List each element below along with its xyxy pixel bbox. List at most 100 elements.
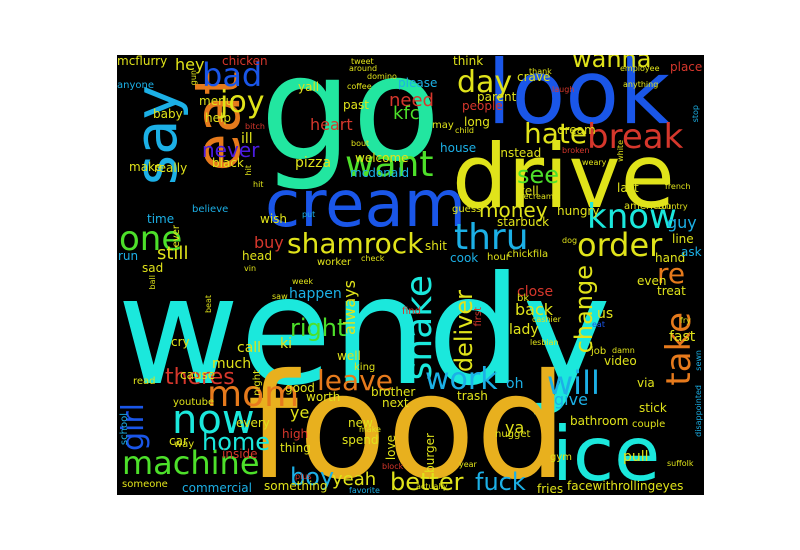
word-oh: oh bbox=[506, 376, 524, 392]
word-vin: vin bbox=[244, 264, 257, 273]
word-employee: employee bbox=[620, 64, 660, 73]
word-yall: yall bbox=[298, 80, 320, 94]
word-favorite: favorite bbox=[349, 486, 380, 495]
word-back: back bbox=[515, 300, 554, 319]
word-happen: happen bbox=[289, 286, 342, 302]
word-machine: machine bbox=[122, 444, 260, 482]
word-theres: theres bbox=[165, 365, 235, 390]
word-night: night bbox=[252, 370, 263, 396]
word-thank: thank bbox=[529, 67, 552, 76]
word-hungry: hungry bbox=[557, 204, 600, 218]
word-lady: lady bbox=[509, 322, 539, 338]
word-plus: plus bbox=[295, 472, 312, 481]
word-need: need bbox=[389, 90, 434, 111]
word-bout: bout bbox=[351, 139, 370, 148]
word-tell: tell bbox=[520, 184, 539, 198]
word-fuck: fuck bbox=[475, 468, 526, 495]
word-may: may bbox=[432, 120, 454, 131]
word-ice: ice bbox=[552, 410, 661, 495]
word-new: new bbox=[348, 416, 373, 430]
word-kfc: kfc bbox=[393, 103, 420, 124]
word-eat: eat bbox=[592, 320, 605, 329]
word-bathroom: bathroom bbox=[570, 414, 629, 428]
word-ye: ye bbox=[290, 403, 310, 422]
word-guy: guy bbox=[667, 213, 697, 232]
word-look: look bbox=[487, 55, 671, 144]
word-please: please bbox=[398, 76, 438, 90]
word-lesbian: lesbian bbox=[530, 338, 559, 347]
word-now: now bbox=[172, 397, 255, 443]
word-crave: crave bbox=[517, 70, 551, 84]
word-american: american bbox=[624, 201, 671, 212]
word-well: well bbox=[337, 349, 361, 363]
word-last: last bbox=[617, 181, 639, 195]
word-day: day bbox=[457, 65, 513, 100]
word-first: first bbox=[473, 307, 484, 327]
word-ki: ki bbox=[280, 336, 292, 352]
word-sad: sad bbox=[142, 261, 164, 275]
word-read: read bbox=[133, 376, 156, 387]
word-around: around bbox=[349, 64, 378, 73]
word-fry: fry bbox=[680, 316, 691, 325]
word-spend: spend bbox=[342, 433, 379, 447]
word-black: black bbox=[212, 156, 244, 170]
word-time: time bbox=[147, 212, 175, 226]
word-yeah: yeah bbox=[332, 469, 377, 490]
word-something: something bbox=[264, 479, 328, 493]
word-ill: ill bbox=[241, 131, 253, 147]
word-one: one bbox=[119, 219, 183, 259]
word-people: people bbox=[462, 99, 503, 113]
word-work: work bbox=[425, 362, 498, 397]
word-re: re bbox=[657, 257, 686, 290]
word-mcdonald: mcdonald bbox=[350, 166, 410, 180]
word-white: white bbox=[616, 140, 625, 162]
word-mcflurry: mcflurry bbox=[117, 55, 168, 68]
word-starbuck: starbuck bbox=[497, 215, 550, 229]
word-hey: hey bbox=[175, 55, 205, 74]
word-still: still bbox=[157, 243, 189, 264]
word-really: really bbox=[154, 161, 188, 175]
word-bitch: bitch bbox=[245, 122, 265, 131]
word-right: right bbox=[290, 314, 347, 342]
word-stick: stick bbox=[639, 401, 667, 415]
word-year: year bbox=[459, 460, 477, 469]
word-want: want bbox=[345, 144, 434, 185]
word-icecream: icecream bbox=[517, 192, 554, 201]
word-even: even bbox=[637, 274, 667, 288]
word-dream: dream bbox=[557, 123, 596, 137]
word-hate: hate bbox=[524, 117, 588, 150]
word-thru: thru bbox=[454, 217, 529, 258]
word-worth: worth bbox=[306, 390, 341, 404]
word-good: good bbox=[285, 381, 315, 395]
word-heart: heart bbox=[310, 115, 353, 134]
word-house: house bbox=[440, 141, 477, 155]
word-thing: thing bbox=[280, 441, 311, 455]
word-past: past bbox=[343, 98, 369, 112]
word-order: order bbox=[577, 226, 663, 264]
word-hand: hand bbox=[655, 251, 686, 265]
word-baby: baby bbox=[153, 107, 183, 121]
word-run: run bbox=[118, 249, 139, 263]
word-cause: cause bbox=[180, 368, 216, 382]
word-place: place bbox=[670, 60, 703, 74]
word-via: via bbox=[637, 376, 655, 390]
word-head: head bbox=[242, 249, 272, 263]
word-video: video bbox=[604, 354, 637, 368]
word-bad: bad bbox=[202, 56, 263, 94]
word-never: never bbox=[202, 138, 260, 162]
word-always: always bbox=[340, 280, 359, 335]
word-wendy: wendy bbox=[117, 245, 612, 419]
word-french: french bbox=[665, 182, 691, 191]
word-put: put bbox=[302, 210, 316, 219]
word-call: call bbox=[237, 340, 262, 356]
word-give: give bbox=[554, 390, 588, 409]
word-child: child bbox=[455, 126, 474, 135]
word-damn: damn bbox=[612, 346, 635, 355]
word-stop: stop bbox=[691, 105, 700, 123]
word-coffee: coffee bbox=[347, 82, 372, 91]
word-make: make bbox=[129, 160, 162, 174]
word-high: high bbox=[282, 427, 309, 441]
word-pull: pull bbox=[623, 449, 649, 465]
word-break: break bbox=[587, 117, 684, 157]
word-wish: wish bbox=[260, 212, 288, 226]
